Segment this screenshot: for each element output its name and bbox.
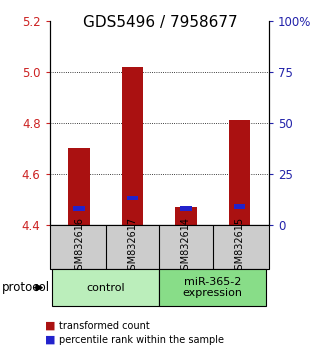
Text: GSM832616: GSM832616 [74, 217, 84, 276]
Bar [175, 207, 196, 225]
Bar [68, 148, 90, 225]
Bar [234, 204, 245, 209]
Text: protocol: protocol [2, 281, 50, 294]
Text: percentile rank within the sample: percentile rank within the sample [59, 335, 224, 345]
Text: transformed count: transformed count [59, 321, 150, 331]
Text: ■: ■ [45, 321, 55, 331]
Text: GSM832617: GSM832617 [127, 217, 138, 276]
Text: ■: ■ [45, 335, 55, 345]
Text: GDS5496 / 7958677: GDS5496 / 7958677 [83, 15, 237, 30]
Bar [180, 206, 192, 211]
Bar [52, 269, 159, 306]
Bar [127, 196, 138, 200]
Bar [229, 120, 250, 225]
Text: control: control [86, 282, 125, 293]
Bar [122, 67, 143, 225]
Bar [73, 206, 85, 211]
Bar [159, 269, 266, 306]
Text: miR-365-2
expression: miR-365-2 expression [183, 277, 243, 298]
Text: GSM832615: GSM832615 [234, 217, 244, 276]
Text: GSM832614: GSM832614 [181, 217, 191, 276]
